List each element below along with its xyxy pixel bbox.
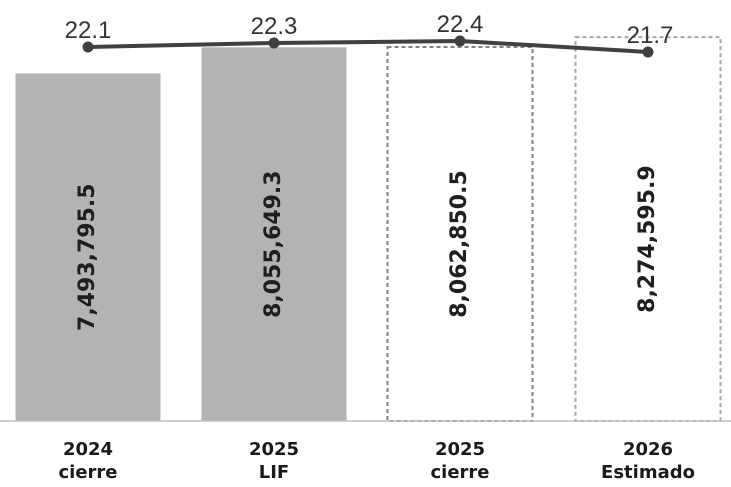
bar-1 — [201, 47, 347, 421]
line-point-0 — [82, 41, 94, 53]
line-value-label-2: 22.4 — [437, 11, 484, 38]
line-point-2 — [454, 35, 466, 47]
bar-0 — [15, 73, 161, 421]
bar-value-label-3: 8,274,595.9 — [635, 165, 660, 313]
bar-value-label-1: 8,055,649.3 — [261, 170, 286, 318]
line-value-label-1: 22.3 — [251, 13, 298, 40]
category-label-2: 2025 cierre — [430, 439, 489, 483]
bar-value-label-2: 8,062,850.5 — [447, 170, 472, 318]
category-labels: 2024 cierre 2025 LIF 2025 cierre 2026 Estimado — [58, 439, 694, 483]
category-label-3: 2026 Estimado — [601, 439, 695, 483]
line-value-label-0: 22.1 — [65, 17, 112, 44]
bar-3 — [574, 36, 722, 423]
bars-layer: 7,493,795.5 8,055,649.3 8,062,850.5 8,274,5… — [15, 36, 722, 423]
line-value-label-3: 21.7 — [627, 22, 674, 49]
line-layer: 22.1 22.3 22.4 21.7 — [65, 11, 674, 58]
line-point-1 — [268, 37, 280, 49]
category-label-1: 2025 LIF — [249, 439, 299, 483]
bar-value-label-0: 7,493,795.5 — [75, 183, 100, 331]
line-series — [87, 39, 649, 54]
category-label-0: 2024 cierre — [58, 439, 117, 483]
line-point-3 — [642, 46, 654, 58]
